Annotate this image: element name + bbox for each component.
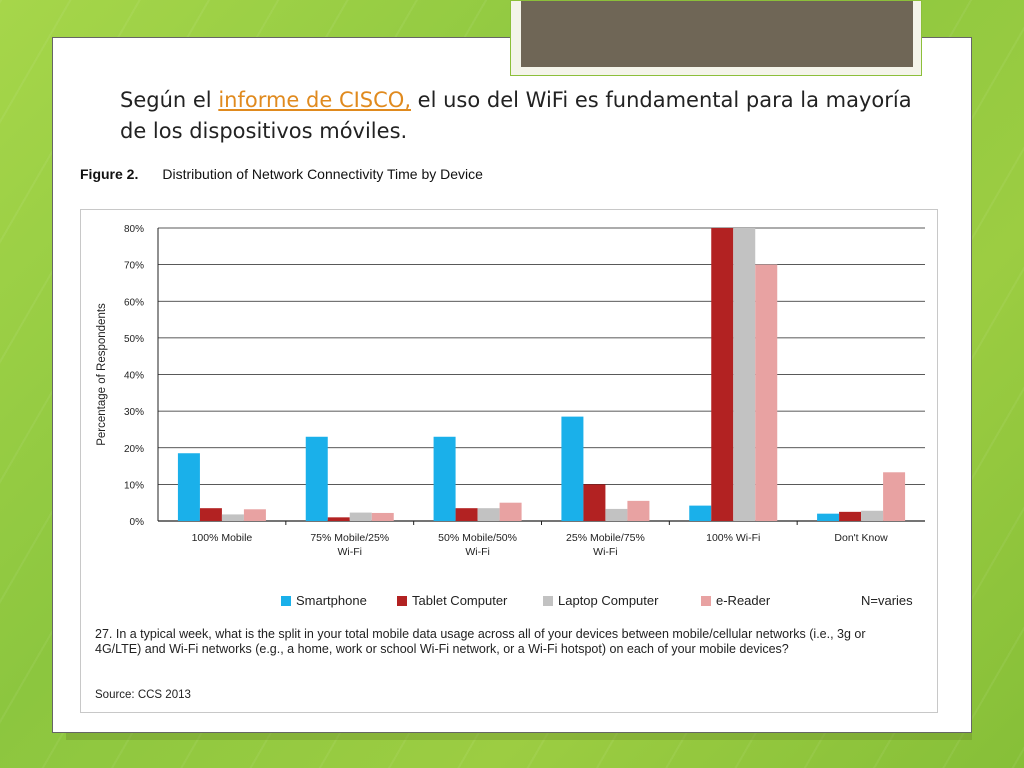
y-tick-label: 10% — [124, 480, 144, 491]
bar-laptop-computer — [221, 514, 244, 521]
legend-item: Smartphone — [281, 593, 367, 608]
y-tick-label: 0% — [130, 517, 145, 528]
x-tick-label: Don't Know — [834, 532, 888, 544]
legend-label: e-Reader — [716, 593, 771, 608]
legend-item: Laptop Computer — [543, 593, 658, 608]
intro-text: Según el informe de CISCO, el uso del Wi… — [120, 85, 940, 147]
chart-legend: Smartphone Tablet Computer Laptop Computer… — [281, 593, 921, 611]
bar-e-reader — [499, 502, 522, 521]
header-card-fill — [521, 1, 913, 67]
legend-label: Smartphone — [296, 593, 367, 608]
y-tick-label: 50% — [124, 334, 144, 345]
y-tick-label: 40% — [124, 371, 144, 382]
y-tick-label: 60% — [124, 297, 144, 308]
bar-tablet-computer — [327, 517, 350, 521]
x-tick-label: 50% Mobile/50% — [438, 532, 517, 544]
x-tick-label: Wi-Fi — [465, 546, 490, 558]
bar-tablet-computer — [583, 484, 606, 521]
bar-e-reader — [627, 500, 650, 521]
bar-smartphone — [561, 416, 584, 521]
y-tick-label: 70% — [124, 261, 144, 272]
n-varies-note: N=varies — [861, 593, 913, 608]
y-tick-label: 20% — [124, 444, 144, 455]
bar-chart: 0% 10% 20% 30% 40% 50% 60% 70% 80% Percentage of … — [96, 224, 925, 558]
bar-e-reader — [243, 509, 266, 521]
chart-panel: 0% 10% 20% 30% 40% 50% 60% 70% 80% Percentage of … — [80, 209, 938, 713]
bar-tablet-computer — [839, 511, 862, 521]
x-tick-label: 75% Mobile/25% — [310, 532, 389, 544]
figure-caption: Distribution of Network Connectivity Tim… — [162, 166, 483, 182]
bar-laptop-computer — [733, 228, 756, 521]
bar-e-reader — [755, 264, 778, 521]
x-tick-label: Wi-Fi — [338, 546, 363, 558]
bar-smartphone — [433, 436, 456, 521]
bar-smartphone — [817, 513, 840, 521]
intro-suffix: el uso del WiFi es fundamental para la m… — [120, 88, 912, 143]
bar-e-reader — [883, 472, 906, 521]
legend-label: Tablet Computer — [412, 593, 508, 608]
bar-smartphone — [305, 436, 328, 521]
y-tick-label: 80% — [124, 224, 144, 235]
bar-laptop-computer — [477, 508, 500, 521]
source-note: Source: CCS 2013 — [95, 689, 191, 701]
legend-swatch — [397, 595, 407, 606]
y-tick-label: 30% — [124, 407, 144, 418]
bar-laptop-computer — [605, 508, 628, 521]
x-tick-label: 25% Mobile/75% — [566, 532, 645, 544]
figure-title: Figure 2. Distribution of Network Connect… — [80, 166, 483, 182]
legend-swatch — [543, 595, 553, 606]
survey-question: 27. In a typical week, what is the split… — [95, 627, 866, 656]
bar-tablet-computer — [199, 508, 222, 521]
bar-smartphone — [689, 505, 712, 521]
legend-label: Laptop Computer — [558, 593, 659, 608]
legend-item: e-Reader — [701, 593, 770, 608]
x-tick-label: 100% Wi-Fi — [706, 532, 760, 544]
x-tick-label: Wi-Fi — [593, 546, 618, 558]
legend-item: Tablet Computer — [397, 593, 507, 608]
cisco-report-link[interactable]: informe de CISCO, — [218, 88, 411, 112]
header-card — [510, 0, 922, 76]
x-tick-label: 100% Mobile — [192, 532, 253, 544]
bar-smartphone — [177, 453, 200, 521]
bar-tablet-computer — [711, 228, 734, 521]
bar-laptop-computer — [349, 512, 372, 521]
legend-swatch — [701, 595, 711, 606]
bar-e-reader — [371, 512, 394, 521]
legend-swatch — [281, 595, 291, 606]
bar-laptop-computer — [861, 510, 884, 521]
intro-prefix: Según el — [120, 88, 219, 112]
y-axis-title: Percentage of Respondents — [96, 303, 108, 446]
figure-label: Figure 2. — [80, 166, 139, 182]
bar-tablet-computer — [455, 508, 478, 521]
